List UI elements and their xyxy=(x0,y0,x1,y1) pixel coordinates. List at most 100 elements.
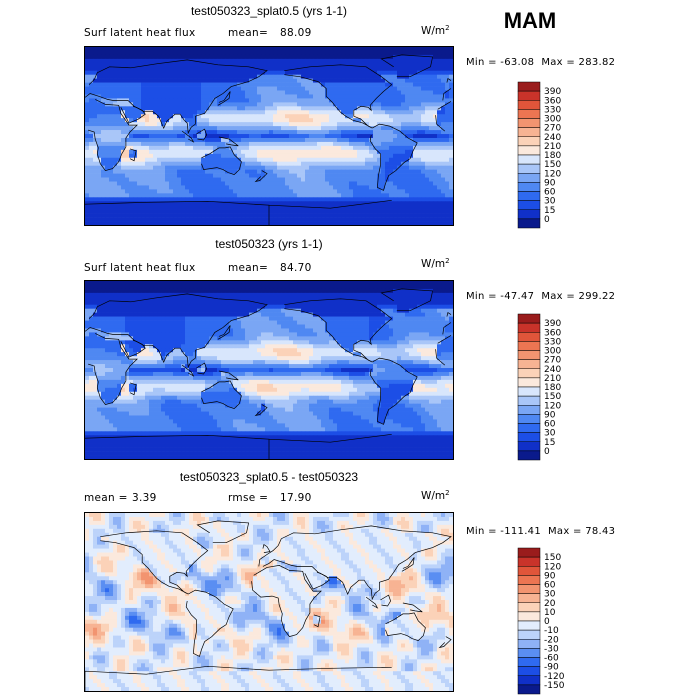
colorbar-tick-label: 300 xyxy=(544,115,561,125)
panel-1-map xyxy=(84,46,454,226)
panel-1-mean-value: 88.09 xyxy=(280,27,312,39)
colorbar-bin xyxy=(517,657,541,667)
panel-2-mean-value: 84.70 xyxy=(280,262,312,274)
colorbar-tick-label: -120 xyxy=(544,672,565,682)
colorbar-bin xyxy=(517,395,541,406)
colorbar-bin xyxy=(517,322,541,333)
colorbar-tick-label: 330 xyxy=(544,105,561,115)
colorbar-bin xyxy=(517,118,541,128)
colorbar-tick-label: 150 xyxy=(544,160,561,170)
colorbar-bin xyxy=(517,414,541,424)
colorbar-bin xyxy=(517,377,541,388)
colorbar-bin xyxy=(517,200,541,210)
colorbar-tick-label: 30 xyxy=(544,590,556,600)
colorbar-bin xyxy=(517,575,541,585)
colorbar-tick-label: 180 xyxy=(544,151,561,161)
colorbar-tick-label: 390 xyxy=(544,87,561,97)
colorbar-tick-label: 30 xyxy=(544,197,556,207)
colorbar-bin xyxy=(517,547,541,558)
colorbar-bin xyxy=(517,218,541,229)
colorbar-tick-label: 180 xyxy=(544,383,561,393)
season-label: MAM xyxy=(503,8,557,33)
colorbar-bin xyxy=(517,154,541,165)
coastlines xyxy=(85,520,452,691)
colorbar-bin xyxy=(517,450,541,461)
colorbar-bin xyxy=(517,209,541,220)
panel-3-mean-label: mean = xyxy=(84,492,128,504)
colorbar-bin xyxy=(517,182,541,192)
colorbar-bin xyxy=(517,313,541,324)
panel-2-variable: Surf latent heat flux xyxy=(84,262,196,274)
panel-3-colorbar: 150 120 90 60 30 20 10 0 -10 -20 -30 -60 -90 -120 -150 xyxy=(517,547,588,695)
colorbar-tick-label: 15 xyxy=(544,206,555,216)
colorbar-tick-label: -60 xyxy=(544,654,559,664)
colorbar-bin xyxy=(517,675,541,686)
colorbar-bin xyxy=(517,332,541,342)
colorbar-tick-label: 270 xyxy=(544,124,561,134)
panel-2-units: W/m2 xyxy=(421,257,450,270)
panel-2-mean-label: mean= xyxy=(228,262,269,274)
colorbar-tick-label: 330 xyxy=(544,337,561,347)
colorbar-tick-label: 390 xyxy=(544,319,561,329)
colorbar-bin xyxy=(517,90,541,101)
panel-3-rmse-label: rmse = xyxy=(228,492,269,504)
colorbar-bin xyxy=(517,441,541,452)
colorbar-bin xyxy=(517,405,541,415)
panel-1-variable: Surf latent heat flux xyxy=(84,27,196,39)
panel-3-map xyxy=(84,512,454,692)
colorbar-bin xyxy=(517,611,541,622)
colorbar-tick-label: -10 xyxy=(544,626,559,636)
colorbar-tick-label: 360 xyxy=(544,328,561,338)
colorbar-bin xyxy=(517,81,541,92)
coastlines xyxy=(85,288,452,459)
colorbar-tick-label: -90 xyxy=(544,663,559,673)
colorbar-tick-label: 120 xyxy=(544,169,561,179)
colorbar-tick-label: -150 xyxy=(544,681,565,691)
colorbar-bin xyxy=(517,350,541,360)
colorbar-bin xyxy=(517,593,541,603)
colorbar-tick-label: 90 xyxy=(544,410,556,420)
colorbar-tick-label: 60 xyxy=(544,420,556,430)
panel-1-minmax: Min = -63.08 Max = 283.82 xyxy=(466,57,616,68)
colorbar-tick-label: 240 xyxy=(544,133,561,143)
colorbar-bin xyxy=(517,163,541,174)
colorbar-tick-label: 150 xyxy=(544,553,561,563)
panel-2-minmax: Min = -47.47 Max = 299.22 xyxy=(466,291,616,302)
colorbar-tick-label: 0 xyxy=(544,215,550,225)
colorbar-bin xyxy=(517,423,541,433)
colorbar-bin xyxy=(517,191,541,201)
panel-2-title: test050323 (yrs 1-1) xyxy=(215,237,323,251)
colorbar-tick-label: 90 xyxy=(544,571,556,581)
colorbar-bin xyxy=(517,666,541,676)
colorbar-bin xyxy=(517,368,541,379)
colorbar-tick-label: -20 xyxy=(544,635,559,645)
panel-2-map xyxy=(84,280,454,460)
map-field xyxy=(85,281,453,459)
colorbar-bin xyxy=(517,341,541,351)
colorbar-tick-label: 60 xyxy=(544,581,556,591)
panel-3-rmse-value: 17.90 xyxy=(280,492,312,504)
colorbar-tick-label: 60 xyxy=(544,188,556,198)
colorbar-tick-label: 120 xyxy=(544,562,561,572)
panel-3-minmax: Min = -111.41 Max = 78.43 xyxy=(466,526,616,537)
colorbar-tick-label: 150 xyxy=(544,392,561,402)
colorbar-tick-label: 300 xyxy=(544,347,561,357)
colorbar-bin xyxy=(517,556,541,567)
panel-1-units: W/m2 xyxy=(421,24,450,37)
colorbar-bin xyxy=(517,136,541,147)
colorbar-bin xyxy=(517,109,541,119)
colorbar-tick-label: 0 xyxy=(544,617,550,627)
colorbar-bin xyxy=(517,684,541,695)
colorbar-tick-label: 240 xyxy=(544,365,561,375)
colorbar-bin xyxy=(517,566,541,576)
colorbar-bin xyxy=(517,100,541,110)
colorbar-bin xyxy=(517,145,541,156)
colorbar-tick-label: 0 xyxy=(544,447,550,457)
colorbar-bin xyxy=(517,648,541,658)
panel-3-mean-value: 3.39 xyxy=(132,492,157,504)
colorbar-bin xyxy=(517,386,541,397)
panel-1-mean-label: mean= xyxy=(228,27,269,39)
colorbar-bin xyxy=(517,173,541,183)
colorbar-tick-label: -30 xyxy=(544,644,559,654)
colorbar-bin xyxy=(517,639,541,649)
